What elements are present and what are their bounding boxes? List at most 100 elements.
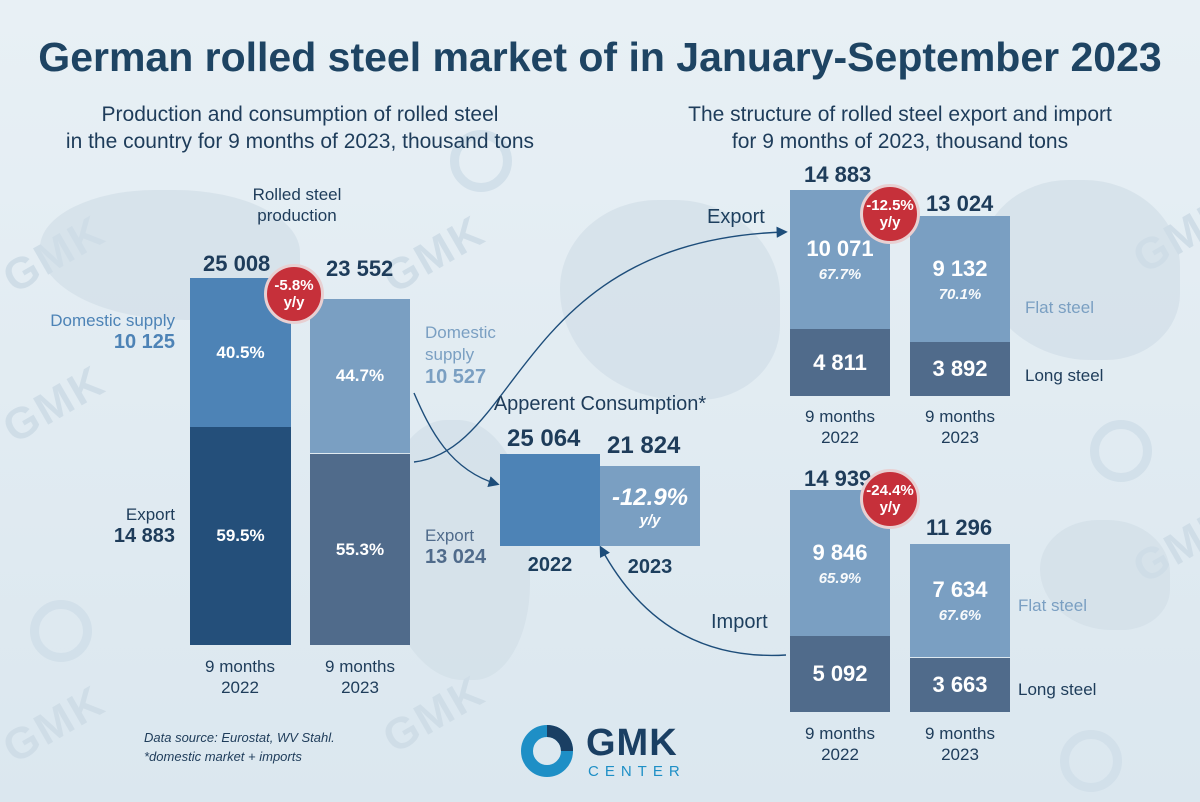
export-total-2023: 13 024: [926, 191, 994, 216]
domestic-2022-legend: Domestic supply 10 125: [30, 311, 175, 354]
bar-value: 9 846: [812, 539, 868, 565]
x-label-line: 9 months: [205, 657, 275, 676]
export-flat-legend: Flat steel: [1025, 298, 1094, 317]
production-change-badge: -5.8% y/y: [264, 264, 324, 324]
consumption-value-2022: 25 064: [507, 425, 581, 452]
import-long-legend: Long steel: [1018, 680, 1097, 699]
x-label-line: 2022: [221, 678, 259, 697]
bar-share: 67.7%: [818, 266, 862, 283]
bar-import-long-2022: 5 092: [790, 636, 890, 712]
import-total-2022: 14 939: [804, 466, 872, 491]
domestic-flow-arrow: [413, 392, 500, 487]
x-label-2022: 2022: [527, 554, 573, 576]
x-label-line: 2022: [821, 428, 859, 447]
x-label-2023: 9 months 2023: [910, 406, 1010, 448]
bar-value: 9 132: [932, 255, 988, 281]
bar-export-flat-2023: 9 132 70.1%: [910, 216, 1010, 342]
import-flow-arrow: [599, 545, 787, 657]
domestic-2023-legend: Domestic supply 10 527: [425, 322, 496, 388]
bar-value: 7 634: [932, 577, 988, 602]
x-label-line: 9 months: [805, 407, 875, 426]
bar-export-long-2023: 3 892: [910, 342, 1010, 396]
x-label-2023: 9 months 2023: [910, 723, 1010, 765]
x-label-line: 2023: [341, 678, 379, 697]
x-label-line: 2022: [821, 745, 859, 764]
bar-value: 3 663: [932, 672, 988, 697]
production-heading-line: Rolled steel: [252, 185, 342, 204]
bar-consumption-2023: -12.9% y/y: [600, 466, 700, 546]
x-label-line: 2023: [941, 745, 979, 764]
gmk-logo: GMK CENTER: [520, 722, 690, 782]
export-change-badge: -12.5% y/y: [860, 184, 920, 244]
x-label-line: 9 months: [325, 657, 395, 676]
import-change-badge: -24.4% y/y: [860, 469, 920, 529]
import-total-2023: 11 296: [926, 515, 993, 540]
watermark-ring: [1060, 730, 1122, 792]
source-line: Data source: Eurostat, WV Stahl.: [144, 730, 335, 745]
consumption-change: -12.9%: [611, 483, 689, 511]
map-shape: [1040, 520, 1170, 630]
bar-import-long-2023: 3 663: [910, 658, 1010, 712]
bar-domestic-2023: 44.7%: [310, 299, 410, 453]
bar-export-long-2022: 4 811: [790, 329, 890, 396]
data-source: Data source: Eurostat, WV Stahl. *domest…: [144, 728, 335, 766]
production-total-2022: 25 008: [203, 251, 271, 276]
bar-share: 67.6%: [938, 607, 982, 624]
export-flow-arrow: [413, 226, 788, 463]
bar-consumption-2022: [500, 454, 600, 546]
map-shape: [980, 180, 1180, 360]
map-shape: [560, 200, 780, 400]
x-label-line: 2023: [941, 428, 979, 447]
gmk-logo-name: GMK: [586, 722, 678, 764]
legend-value: 10 125: [113, 331, 175, 353]
bar-value: 5 092: [812, 661, 868, 686]
legend-label: Export: [425, 526, 475, 545]
bar-value: 4 811: [813, 349, 867, 375]
footnote-line: *domestic market + imports: [144, 749, 302, 764]
x-label-line: 9 months: [925, 724, 995, 743]
production-total-2023: 23 552: [326, 256, 394, 281]
legend-label: Domestic: [425, 323, 496, 342]
badge-unit: y/y: [879, 499, 901, 516]
bar-export-2023: 55.3%: [310, 454, 410, 645]
bar-value: 3 892: [932, 356, 988, 381]
x-label-2022: 9 months 2022: [790, 406, 890, 448]
left-subtitle-line: Production and consumption of rolled ste…: [101, 103, 499, 126]
badge-unit: y/y: [283, 294, 305, 311]
consumption-value-2023: 21 824: [607, 432, 681, 459]
left-subtitle-line: in the country for 9 months of 2023, tho…: [65, 130, 535, 153]
bar-value: 10 071: [806, 236, 874, 261]
bar-label: 55.3%: [335, 539, 385, 559]
right-subtitle-line: for 9 months of 2023, thousand tons: [731, 130, 1069, 153]
page-title: German rolled steel market of in January…: [38, 34, 1162, 80]
x-label-2022: 9 months 2022: [190, 656, 290, 698]
bar-share: 65.9%: [818, 569, 862, 587]
badge-value: -12.5%: [866, 197, 914, 214]
legend-label: Export: [125, 505, 175, 524]
export-2022-legend: Export 14 883: [30, 505, 175, 548]
consumption-change-unit: y/y: [639, 511, 661, 529]
x-label-line: 9 months: [925, 407, 995, 426]
left-subtitle: Production and consumption of rolled ste…: [20, 101, 580, 155]
watermark-ring: [450, 130, 512, 192]
export-total-2022: 14 883: [804, 162, 872, 187]
import-label: Import: [711, 611, 768, 633]
x-label-2023: 9 months 2023: [310, 656, 410, 698]
watermark-ring: [30, 600, 92, 662]
gmk-logo-sub: CENTER: [588, 763, 686, 780]
consumption-heading: Apperent Consumption*: [493, 393, 707, 415]
bar-share: 70.1%: [938, 285, 982, 303]
right-subtitle: The structure of rolled steel export and…: [615, 101, 1185, 155]
legend-label: supply: [425, 345, 475, 364]
bar-label: 59.5%: [216, 526, 265, 545]
watermark-ring: [1090, 420, 1152, 482]
x-label-2023: 2023: [627, 556, 673, 578]
badge-value: -24.4%: [866, 482, 914, 499]
legend-value: 10 527: [425, 366, 487, 388]
x-label-2022: 9 months 2022: [790, 723, 890, 765]
export-long-legend: Long steel: [1025, 366, 1104, 385]
production-heading-line: production: [257, 206, 337, 225]
export-2023-legend: Export 13 024: [425, 526, 486, 569]
bar-label: 44.7%: [335, 366, 385, 385]
